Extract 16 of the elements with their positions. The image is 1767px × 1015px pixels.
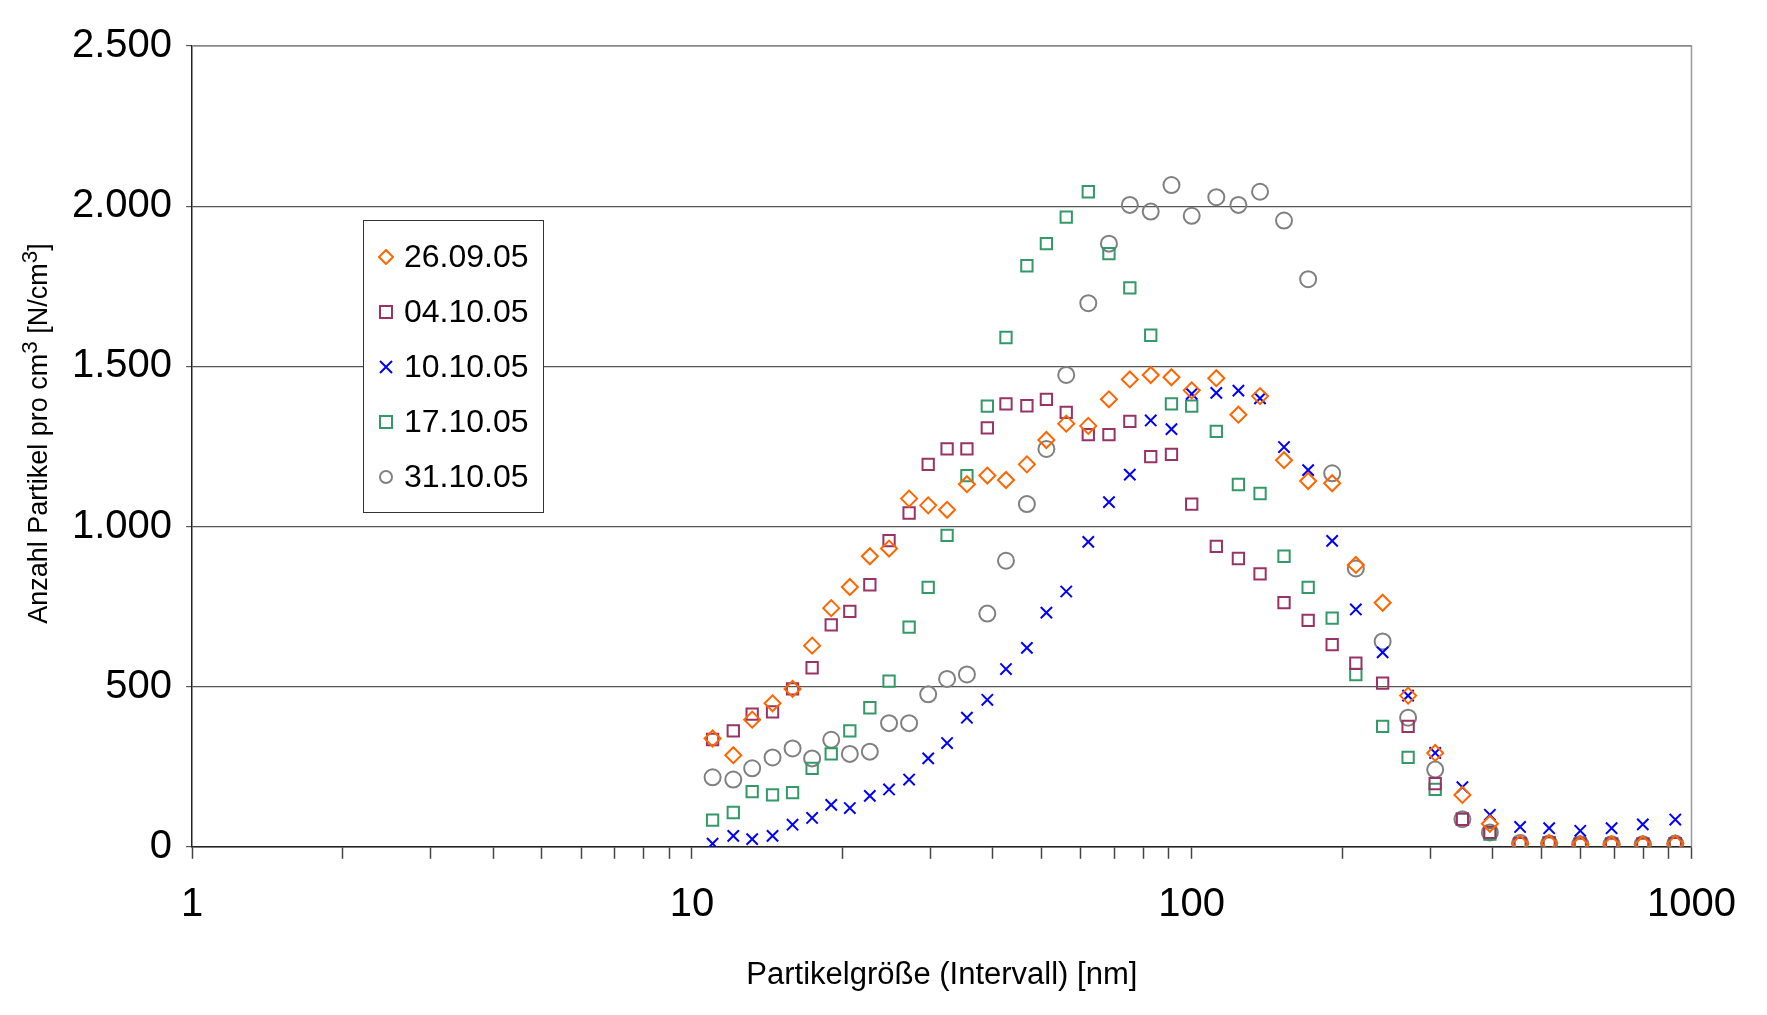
x-tick-label: 10 — [669, 879, 715, 924]
y-tick-label: 1.000 — [71, 501, 173, 546]
legend-label: 04.10.05 — [404, 292, 529, 331]
legend-label: 31.10.05 — [404, 457, 529, 496]
y-tick-label: 2.500 — [71, 21, 173, 66]
y-tick-label: 1.500 — [71, 341, 173, 386]
legend-label: 26.09.05 — [404, 237, 529, 276]
legend-label: 17.10.05 — [404, 402, 529, 441]
y-tick-label: 0 — [149, 821, 173, 866]
y-tick-label: 500 — [105, 661, 173, 706]
y-tick-label: 2.000 — [71, 181, 173, 226]
x-tick-label: 1 — [180, 879, 204, 924]
x-tick-label: 1000 — [1647, 879, 1736, 924]
x-axis-title: Partikelgröße (Intervall) [nm] — [746, 955, 1138, 991]
legend-label: 10.10.05 — [404, 347, 529, 386]
x-tick-label: 100 — [1158, 879, 1226, 924]
